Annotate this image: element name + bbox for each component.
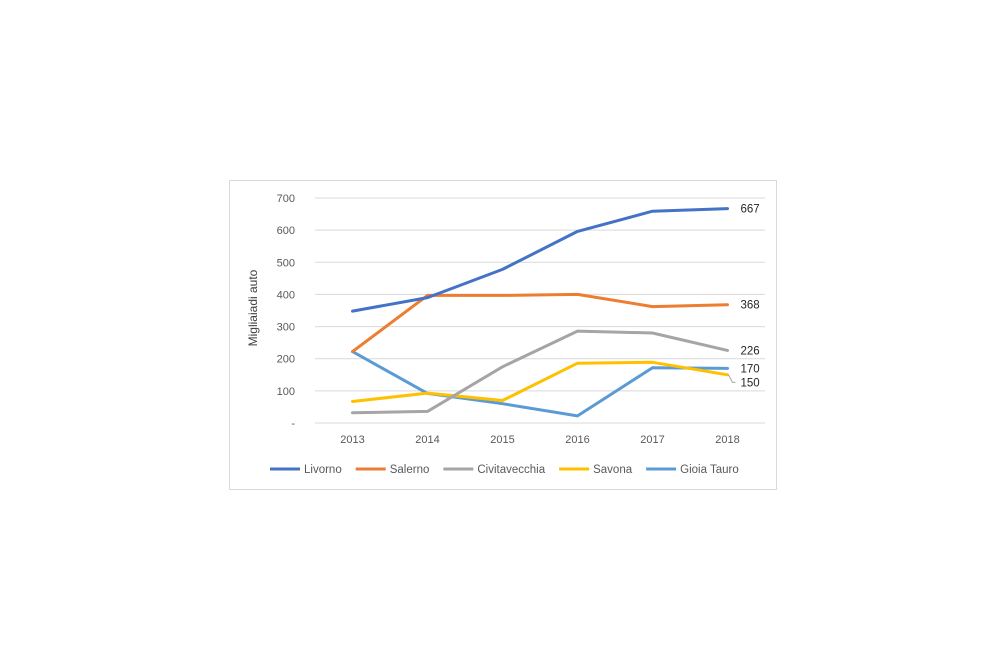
data-label-savona: 150 [741, 377, 760, 389]
legend-item-gioia-tauro: Gioia Tauro [680, 464, 739, 476]
leader-line [728, 374, 736, 383]
legend-item-civitavecchia: Civitavecchia [477, 464, 545, 476]
x-tick-label: 2015 [490, 434, 514, 446]
series-line-salerno [351, 292, 729, 354]
y-tick-label: 600 [277, 225, 295, 237]
gridlines [315, 197, 765, 424]
y-tick-label: 300 [277, 322, 295, 334]
series-line-civitavecchia [351, 329, 729, 415]
data-label-salerno: 368 [741, 300, 760, 312]
data-label-gioia-tauro: 170 [741, 363, 760, 375]
data-label-civitavecchia: 226 [741, 345, 760, 357]
chart-frame: -100 200 300 400 500 600 700 2013 2014 2015 2016 2… [229, 180, 777, 490]
legend-item-salerno: Salerno [390, 464, 430, 476]
y-tick-label: 500 [277, 257, 295, 269]
y-tick-label: 700 [277, 193, 295, 205]
data-label-livorno: 667 [741, 204, 760, 216]
y-tick-label: 400 [277, 289, 295, 301]
y-tick-labels: - 100 200 300 400 500 600 700 [277, 193, 296, 430]
series-line-savona [351, 360, 729, 403]
y-tick-label: 200 [277, 354, 295, 366]
y-tick-label: - [291, 418, 295, 430]
x-tick-label: 2014 [415, 434, 439, 446]
series-lines [351, 207, 729, 418]
legend-item-livorno: Livorno [304, 464, 342, 476]
series-line-livorno [351, 207, 729, 313]
y-tick-label: 100 [277, 386, 295, 398]
x-tick-label: 2017 [640, 434, 664, 446]
end-labels: 667 368 226 170 150 [728, 204, 760, 389]
x-tick-label: 2018 [715, 434, 739, 446]
series-line-gioia-tauro [351, 350, 729, 418]
x-tick-labels: 2013 2014 2015 2016 2017 2018 [340, 434, 739, 446]
legend-item-savona: Savona [593, 464, 633, 476]
y-axis-title: Migliaiadi auto [246, 269, 260, 346]
x-tick-label: 2013 [340, 434, 364, 446]
legend: Livorno Salerno Civitavecchia Savona Gioia T… [270, 464, 739, 476]
x-tick-label: 2016 [565, 434, 589, 446]
